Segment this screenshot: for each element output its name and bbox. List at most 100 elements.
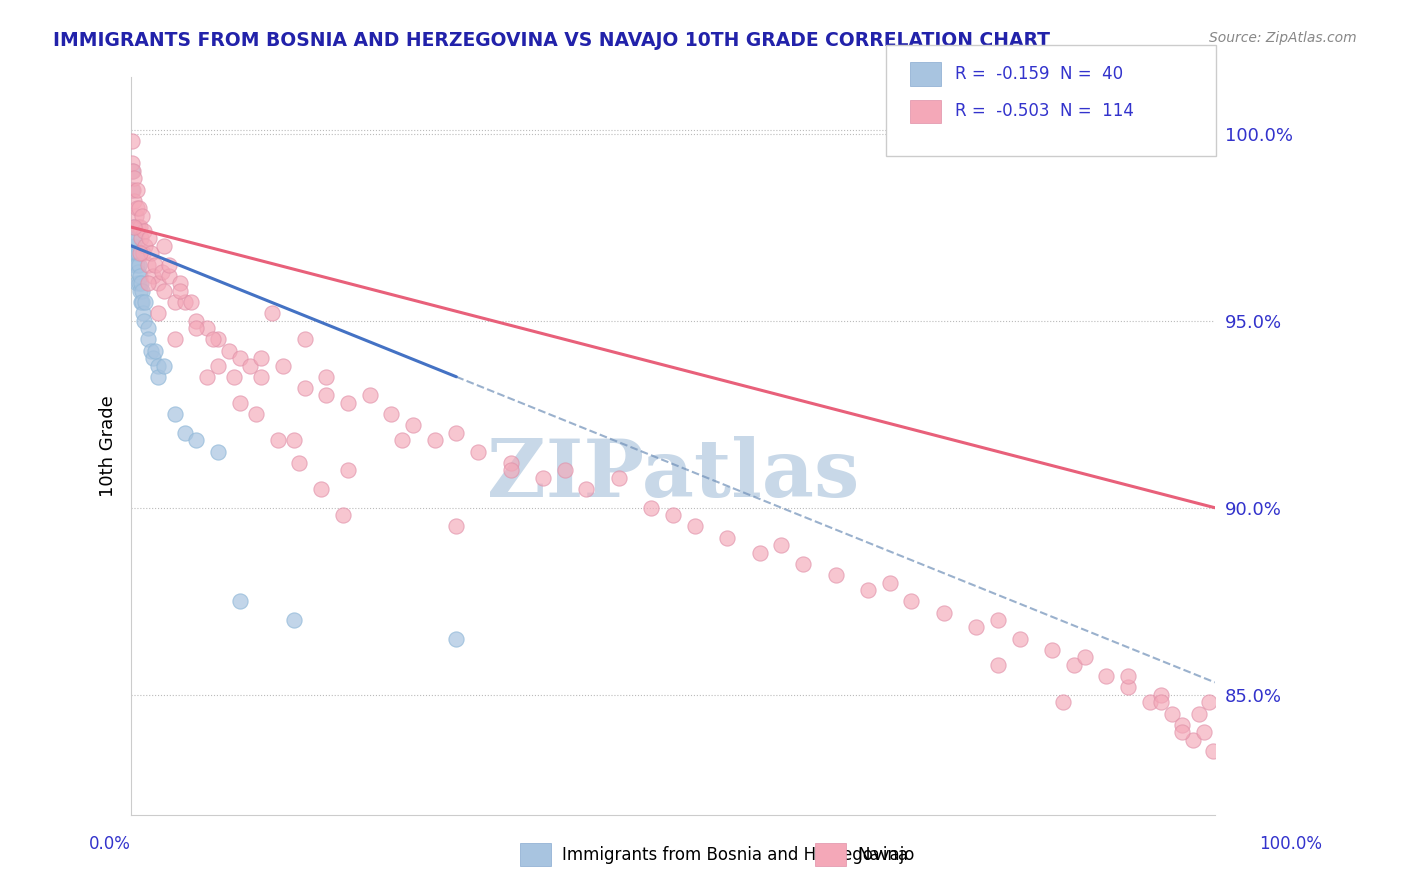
Point — [224, 369, 246, 384]
Point — [143, 343, 166, 358]
Point — [127, 265, 149, 279]
Point — [1150, 688, 1173, 702]
Point — [262, 306, 284, 320]
Point — [124, 220, 146, 235]
Text: R =  -0.503  N =  114: R = -0.503 N = 114 — [955, 103, 1133, 120]
Point — [359, 388, 381, 402]
Point — [207, 444, 229, 458]
Point — [139, 343, 162, 358]
Point — [288, 456, 311, 470]
Point — [245, 407, 267, 421]
Text: 0.0%: 0.0% — [89, 835, 131, 853]
Point — [195, 321, 218, 335]
Point — [1150, 695, 1173, 709]
Point — [575, 482, 598, 496]
Point — [125, 258, 148, 272]
Point — [856, 582, 879, 597]
Y-axis label: 10th Grade: 10th Grade — [100, 395, 117, 497]
Point — [148, 306, 170, 320]
Point — [121, 156, 143, 170]
Point — [554, 463, 576, 477]
Point — [283, 434, 305, 448]
Point — [125, 277, 148, 291]
Point — [127, 246, 149, 260]
Point — [499, 456, 522, 470]
Point — [148, 359, 170, 373]
Point — [124, 209, 146, 223]
Point — [124, 194, 146, 208]
Point — [309, 482, 332, 496]
Point — [716, 531, 738, 545]
Point — [271, 359, 294, 373]
Point — [446, 425, 468, 440]
Point — [1095, 669, 1118, 683]
Point — [266, 434, 288, 448]
Point — [163, 407, 186, 421]
Point — [152, 359, 174, 373]
Point — [499, 463, 522, 477]
Point — [207, 332, 229, 346]
Point — [1171, 725, 1194, 739]
Point — [129, 295, 152, 310]
Point — [124, 171, 146, 186]
Point — [332, 508, 354, 523]
Point — [148, 369, 170, 384]
Point — [132, 306, 155, 320]
Point — [662, 508, 685, 523]
Point — [315, 388, 337, 402]
Point — [607, 471, 630, 485]
Point — [228, 351, 250, 365]
Point — [1202, 744, 1225, 758]
Point — [879, 575, 901, 590]
Point — [139, 246, 162, 260]
Point — [136, 332, 159, 346]
Point — [186, 434, 208, 448]
Text: Source: ZipAtlas.com: Source: ZipAtlas.com — [1209, 31, 1357, 45]
Point — [180, 295, 202, 310]
Point — [1192, 725, 1215, 739]
Point — [136, 277, 159, 291]
Point — [380, 407, 402, 421]
Point — [121, 183, 143, 197]
Point — [467, 444, 489, 458]
Point — [134, 224, 156, 238]
Point — [423, 434, 446, 448]
Point — [1116, 681, 1139, 695]
Point — [143, 258, 166, 272]
Point — [1008, 632, 1031, 646]
Point — [294, 332, 316, 346]
Point — [1187, 706, 1209, 721]
Point — [124, 258, 146, 272]
Text: ZIPatlas: ZIPatlas — [486, 436, 859, 515]
Point — [131, 284, 153, 298]
Point — [824, 568, 846, 582]
Point — [201, 332, 224, 346]
Point — [315, 369, 337, 384]
Point — [128, 277, 150, 291]
Point — [157, 268, 180, 283]
Point — [157, 258, 180, 272]
Point — [531, 471, 554, 485]
Point — [294, 381, 316, 395]
Point — [1160, 706, 1182, 721]
Point — [250, 351, 273, 365]
Point — [122, 246, 145, 260]
Point — [1052, 695, 1074, 709]
Point — [127, 220, 149, 235]
Point — [186, 321, 208, 335]
Point — [965, 620, 987, 634]
Point — [131, 209, 153, 223]
Point — [152, 284, 174, 298]
Point — [124, 220, 146, 235]
Point — [770, 538, 793, 552]
Point — [174, 295, 197, 310]
Point — [142, 268, 165, 283]
Point — [163, 295, 186, 310]
Point — [121, 134, 143, 148]
Text: IMMIGRANTS FROM BOSNIA AND HERZEGOVINA VS NAVAJO 10TH GRADE CORRELATION CHART: IMMIGRANTS FROM BOSNIA AND HERZEGOVINA V… — [53, 31, 1050, 50]
Point — [125, 183, 148, 197]
Point — [1063, 657, 1085, 672]
Point — [1040, 643, 1063, 657]
Point — [163, 332, 186, 346]
Point — [129, 220, 152, 235]
